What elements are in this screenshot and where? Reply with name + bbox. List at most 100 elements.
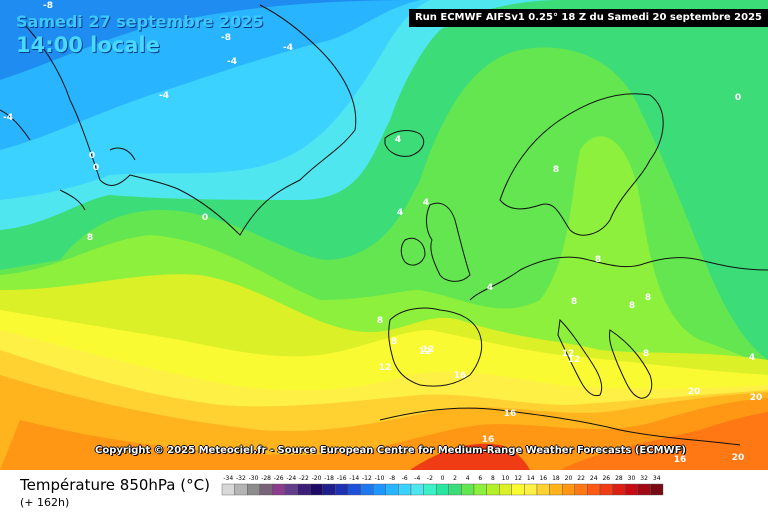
isotherm-label: 0 [202,213,208,223]
legend-tick-label: -16 [337,475,347,482]
legend-swatch [360,483,374,496]
britain-land [426,202,471,282]
legend-tick-label: -8 [389,475,395,482]
legend-tick-label: 12 [514,475,522,482]
isotherm-label: 16 [454,371,467,381]
legend-swatch [272,483,286,496]
color-legend: -34 -32 -30 -28 -26 -24 -22 -20 -18 -16 -14 -12 -10-… [221,475,664,496]
isotherm-label: 8 [553,165,559,175]
legend-tick-label: 8 [491,475,495,482]
iceland-land [384,130,425,157]
legend-swatch [410,483,424,496]
legend-swatch [221,483,235,496]
legend-tick-label: -14 [349,475,359,482]
legend-tick-label: -4 [414,475,420,482]
isotherm-label: 20 [750,393,763,403]
legend-tick-label: 32 [640,475,648,482]
legend-tick-label: 2 [453,475,457,482]
legend-tick-label: 26 [602,475,610,482]
forecast-time: 14:00 locale [16,33,160,57]
legend-tick-label: -6 [402,475,408,482]
isotherm-label: 12 [562,349,575,359]
isotherm-label: 8 [645,293,651,303]
legend-tick-label: 34 [653,475,661,482]
legend-swatch [499,483,513,496]
contour-labels: -8-8-4-4-4-40004444888888812121212161616… [3,1,762,465]
legend-tick-label: -12 [362,475,372,482]
isotherm-label: 0 [735,93,741,103]
legend-swatch [625,483,639,496]
legend-swatch [423,483,437,496]
north-africa-coast [379,407,741,446]
legend-swatch [473,483,487,496]
isotherm-label: 0 [89,151,95,161]
isotherm-label: 8 [87,233,93,243]
iberia-coast [388,307,483,387]
legend-swatch [322,483,336,496]
greenland-land [19,4,357,236]
legend-swatch [650,483,664,496]
temperature-map: -8-8-4-4-4-40004444888888812121212161616… [0,0,768,470]
legend-tick-label: -24 [286,475,296,482]
isotherm-label: 20 [688,387,701,397]
arctic-islands [0,109,136,211]
isotherm-label: 4 [749,353,755,363]
legend-swatch [486,483,500,496]
legend-swatch [347,483,361,496]
legend-swatch [524,483,538,496]
isotherm-label: 16 [504,409,517,419]
isotherm-label: 12 [422,345,435,355]
legend-tick-label: 20 [565,475,573,482]
legend-swatch [234,483,248,496]
isotherm-label: 12 [419,347,432,357]
temp-band-20 [0,398,768,470]
legend-tick-label: 28 [615,475,623,482]
legend-swatch [536,483,550,496]
legend-swatch [310,483,324,496]
isotherm-label: 8 [391,337,397,347]
isotherm-label: 4 [487,283,493,293]
legend-tick-label: 6 [478,475,482,482]
isotherm-label: -4 [227,57,237,67]
legend-swatch [297,483,311,496]
legend-tick-label: 14 [527,475,535,482]
legend-tick-label: -18 [324,475,334,482]
map-footer: Température 850hPa (°C) (+ 162h) -34 -32-… [0,470,768,512]
isotherm-label: 4 [397,208,403,218]
legend-tick-label: 10 [502,475,510,482]
isotherm-label: 8 [571,297,577,307]
legend-tick-label: -30 [249,475,259,482]
legend-swatch [612,483,626,496]
isotherm-label: 8 [595,255,601,265]
forecast-hour: (+ 162h) [20,496,70,509]
legend-swatch [335,483,349,496]
legend-tick-label: 18 [552,475,560,482]
legend-swatch [562,483,576,496]
legend-swatch [549,483,563,496]
legend-tick-label: -28 [261,475,271,482]
temp-band-24-hot [410,443,530,470]
isotherm-label: 0 [93,163,99,173]
legend-swatch [637,483,651,496]
legend-tick-label: -2 [427,475,433,482]
forecast-date: Samedi 27 septembre 2025 [16,12,264,31]
isotherm-label: -4 [3,113,13,123]
legend-swatch [511,483,525,496]
balkans-coast [609,329,653,399]
legend-tick-label: -22 [299,475,309,482]
isotherm-label: 8 [629,301,635,311]
italy-coast [557,318,603,397]
legend-swatch [246,483,260,496]
isotherm-label: 4 [395,135,401,145]
legend-swatch [436,483,450,496]
legend-tick-label: 4 [466,475,470,482]
legend-swatch [385,483,399,496]
legend-tick-label: 30 [628,475,636,482]
isotherm-label: -8 [221,33,231,43]
isotherm-label: 12 [568,355,581,365]
isotherm-label: -4 [283,43,293,53]
legend-tick-label: 0 [441,475,445,482]
isotherm-label: -4 [159,91,169,101]
legend-tick-label: -10 [375,475,385,482]
